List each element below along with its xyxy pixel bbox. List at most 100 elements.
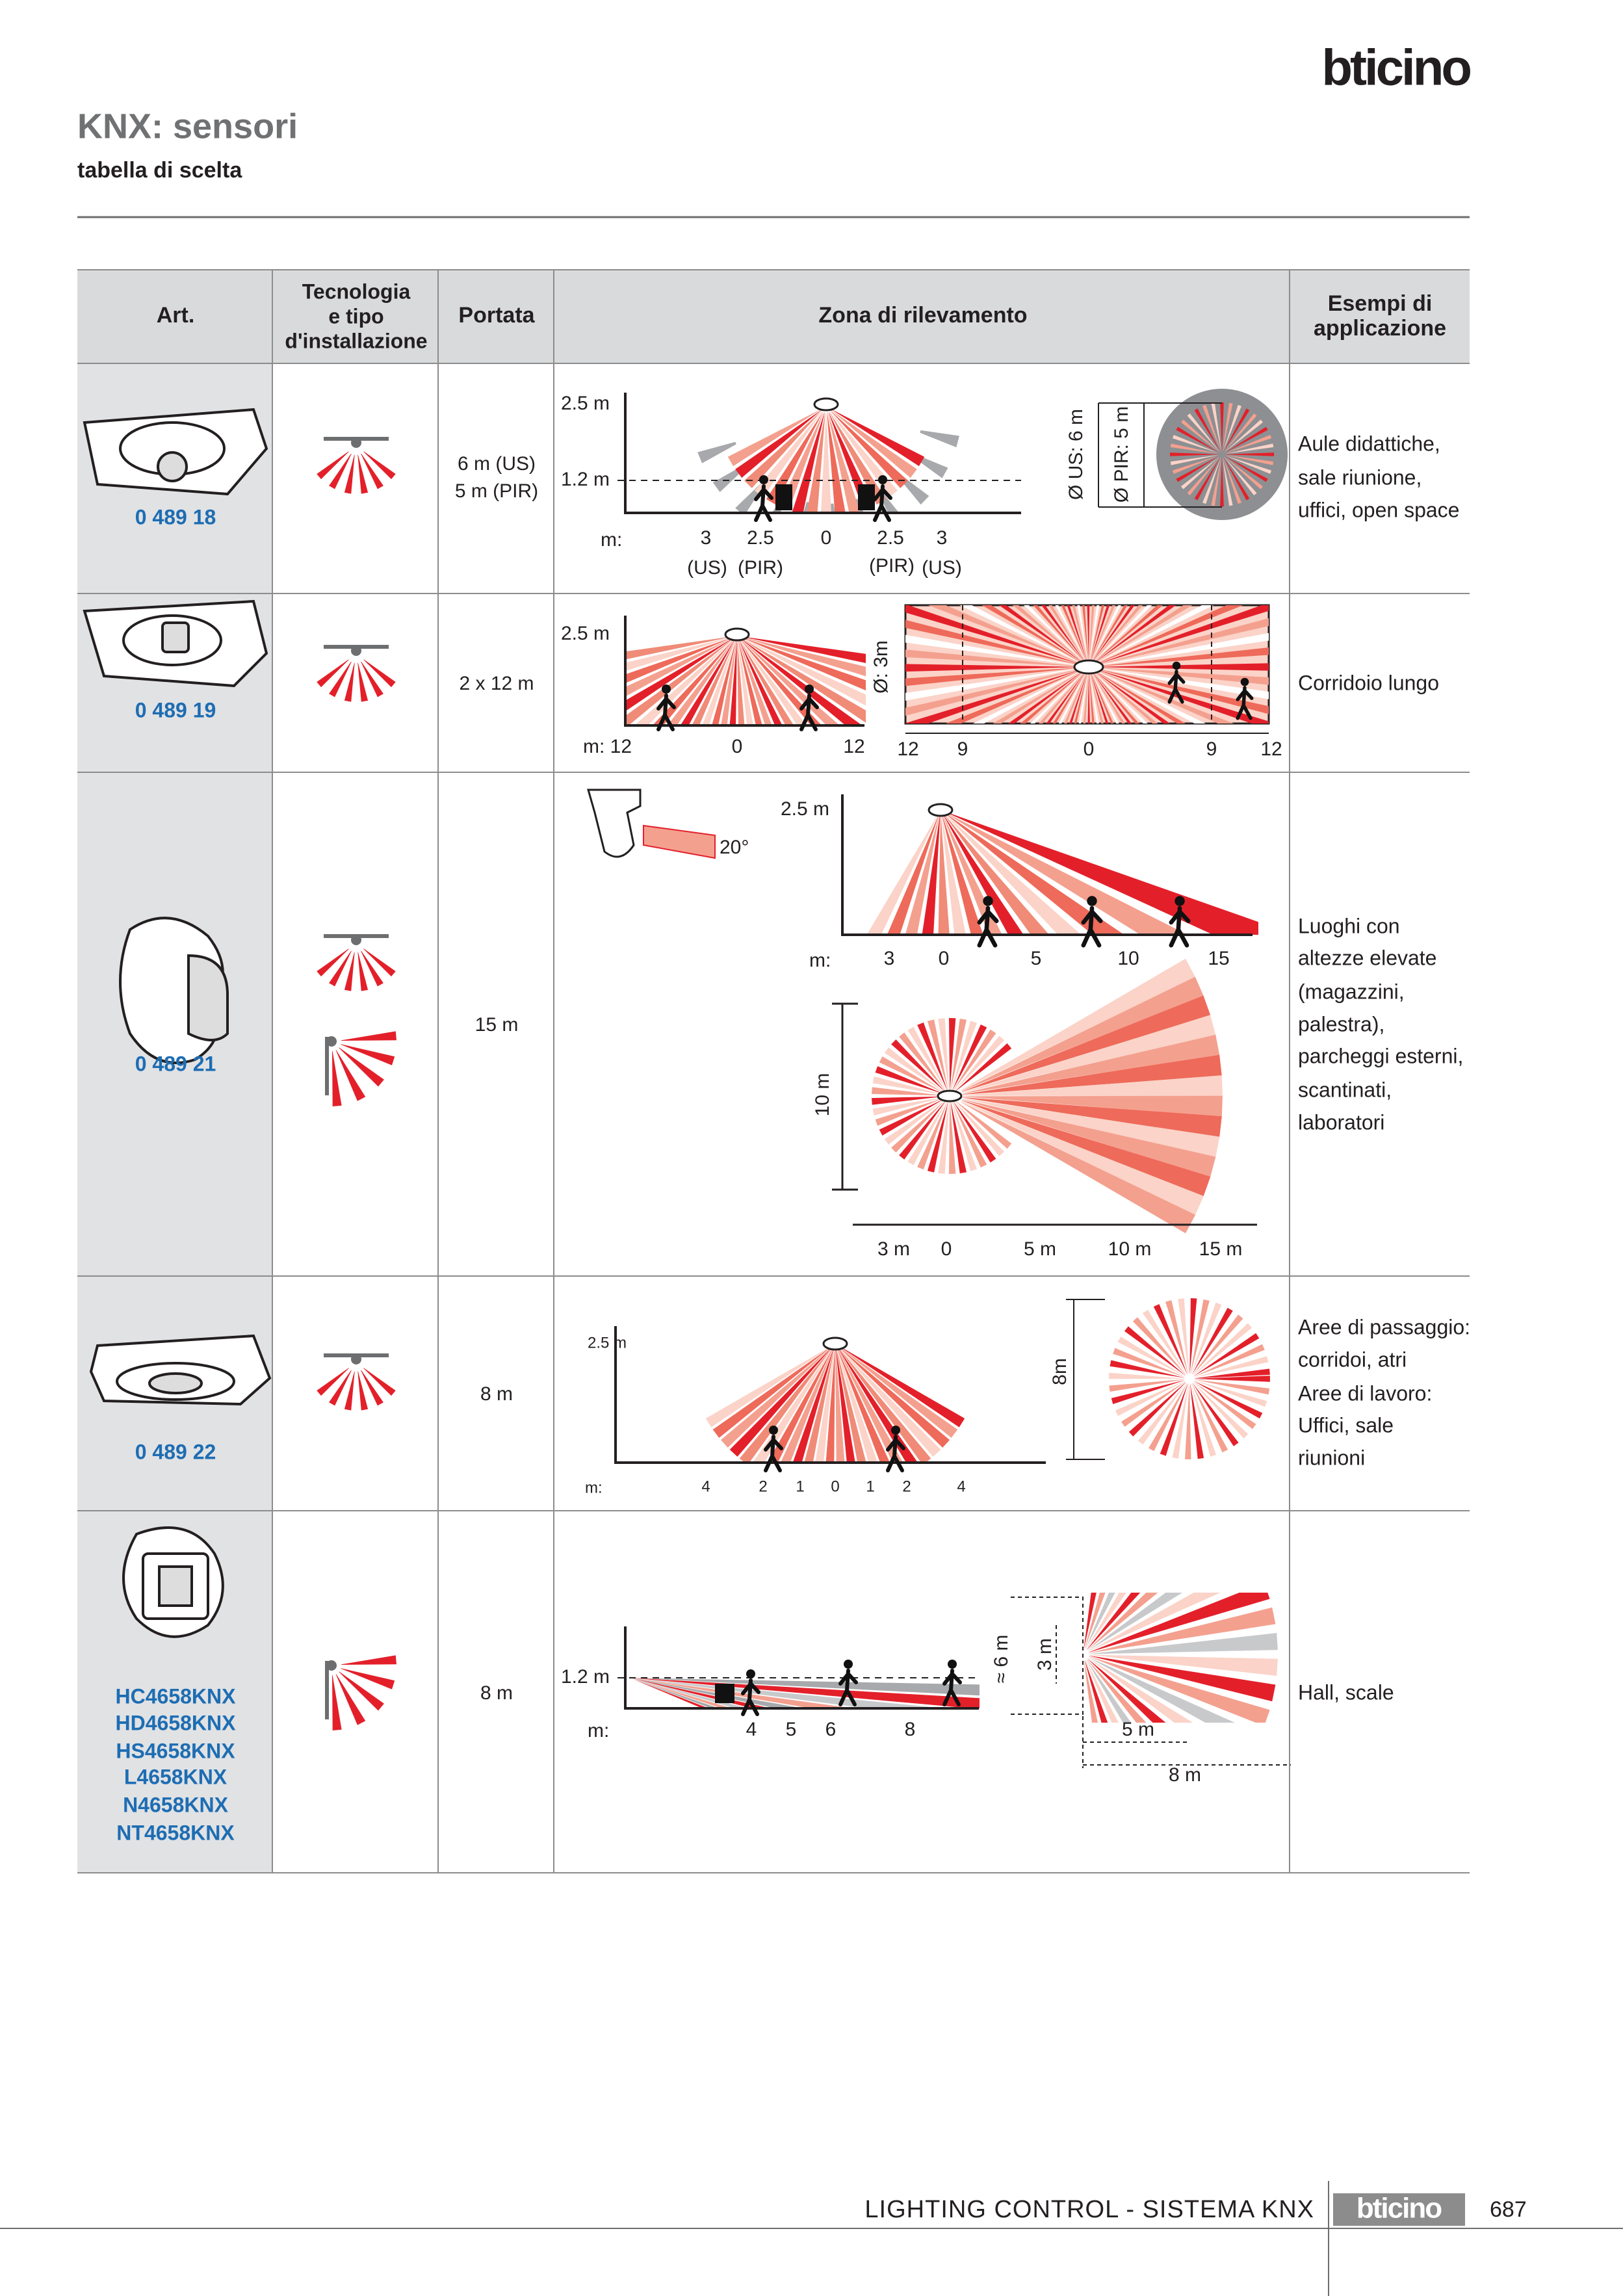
detection-ray [317,948,349,977]
detection-ray [1089,673,1095,724]
detection-ray [927,1102,948,1173]
person-head [844,1660,853,1669]
diagram [1084,1593,1278,1723]
desk [775,484,792,510]
page-subtitle: tabella di scelta [77,158,242,183]
detection-ray [363,659,396,688]
tilt-wedge [643,824,716,859]
detection-ray [891,1100,945,1153]
mount-dot [326,1660,337,1671]
detection-ray [632,1678,732,1708]
detection-ray [1224,419,1263,452]
detection-ray [329,1370,352,1406]
zone-label: 1 [866,1478,874,1495]
detection-ray [950,1102,967,1173]
detection-ray [1023,605,1084,662]
detection-ray [1087,1659,1147,1723]
article-code: 0 489 21 [135,1052,216,1075]
detection-ray [1225,452,1274,456]
detection-ray [740,637,866,706]
detection-ray [1225,426,1268,453]
detection-ray [829,411,887,505]
zone-label: 5 [786,1719,797,1740]
detection-ray [341,1031,396,1041]
detection-ray [1089,1593,1270,1652]
zone-label: 8m [1049,1358,1071,1385]
application-text: altezze elevate [1298,946,1436,969]
detection-ray [1088,1593,1183,1651]
detection-ray [705,1345,833,1428]
detection-ray [837,1346,941,1457]
zone-label: 6 [825,1719,837,1740]
detection-ray [1085,1593,1115,1649]
detection-ray [1091,605,1115,661]
person-pictogram [764,1426,783,1472]
mount-dot [351,437,361,448]
zone-label: Ø PIR: 5 m [1111,406,1132,502]
detection-ray [1142,1309,1187,1375]
detection-ray [1092,672,1125,724]
person-pictogram [1236,677,1254,720]
zone-label: m: [601,529,622,551]
detection-ray [1094,605,1176,664]
detection-ray [941,813,967,935]
detection-ray [905,668,1083,701]
detection-ray [339,1047,384,1087]
detection-ray [1091,673,1109,724]
detection-ray [941,813,983,935]
detection-ray [1095,647,1269,667]
detection-ray [825,1347,835,1463]
zone-label: 3 [937,527,948,549]
detection-ray [1110,1360,1185,1378]
table-grid [77,269,1470,1873]
detection-ray [1223,457,1250,501]
detection-ray [361,453,383,489]
detection-ray [1222,402,1233,452]
application-text: scantinati, [1298,1078,1392,1101]
detection-ray [938,1018,950,1090]
detection-ray [1115,1381,1185,1416]
diagram-axis [624,616,864,727]
person-body [741,1678,760,1716]
detection-ray [1195,1376,1270,1382]
detection-ray [712,638,736,725]
diagram [1109,1298,1270,1459]
detection-ray [1117,1337,1186,1377]
detection-ray [1089,1655,1276,1702]
detection-ray [905,664,1082,672]
detection-ray [922,813,941,935]
detection-ray [836,1346,890,1463]
zone-dividers [962,605,1212,724]
column-header: Esempi di [1328,291,1433,316]
detection-ray [1187,413,1220,452]
detection-ray [1113,1348,1185,1377]
detection-ray [927,1019,948,1090]
zone-label: 2.5 m [781,798,829,820]
person-pictogram [1167,661,1186,704]
detection-ray [792,412,825,513]
detection-ray [1211,457,1222,506]
technology-icon [325,1031,396,1106]
detection-ray [959,605,1084,664]
page-title: KNX: sensori [77,107,298,146]
diagram [872,958,1223,1234]
detection-ray [1093,672,1139,724]
detection-ray [1193,1382,1249,1439]
zone-label: 2.5 [877,527,904,549]
detection-ray [866,813,939,935]
detection-ray [1090,605,1105,661]
sensor-symbol [724,627,750,642]
detection-ray [1020,671,1084,724]
detection-ray [837,1346,950,1448]
dimension-lines [1011,1597,1291,1768]
detection-ray [1008,670,1084,724]
diagram-axis [841,794,1253,936]
person-body [1167,670,1186,704]
detection-ray [827,412,846,513]
detection-ray [739,1346,833,1463]
detection-ray [905,605,1083,665]
detection-ray [953,1101,996,1163]
detection-ray [962,1098,1220,1158]
detection-ray [952,1101,987,1168]
